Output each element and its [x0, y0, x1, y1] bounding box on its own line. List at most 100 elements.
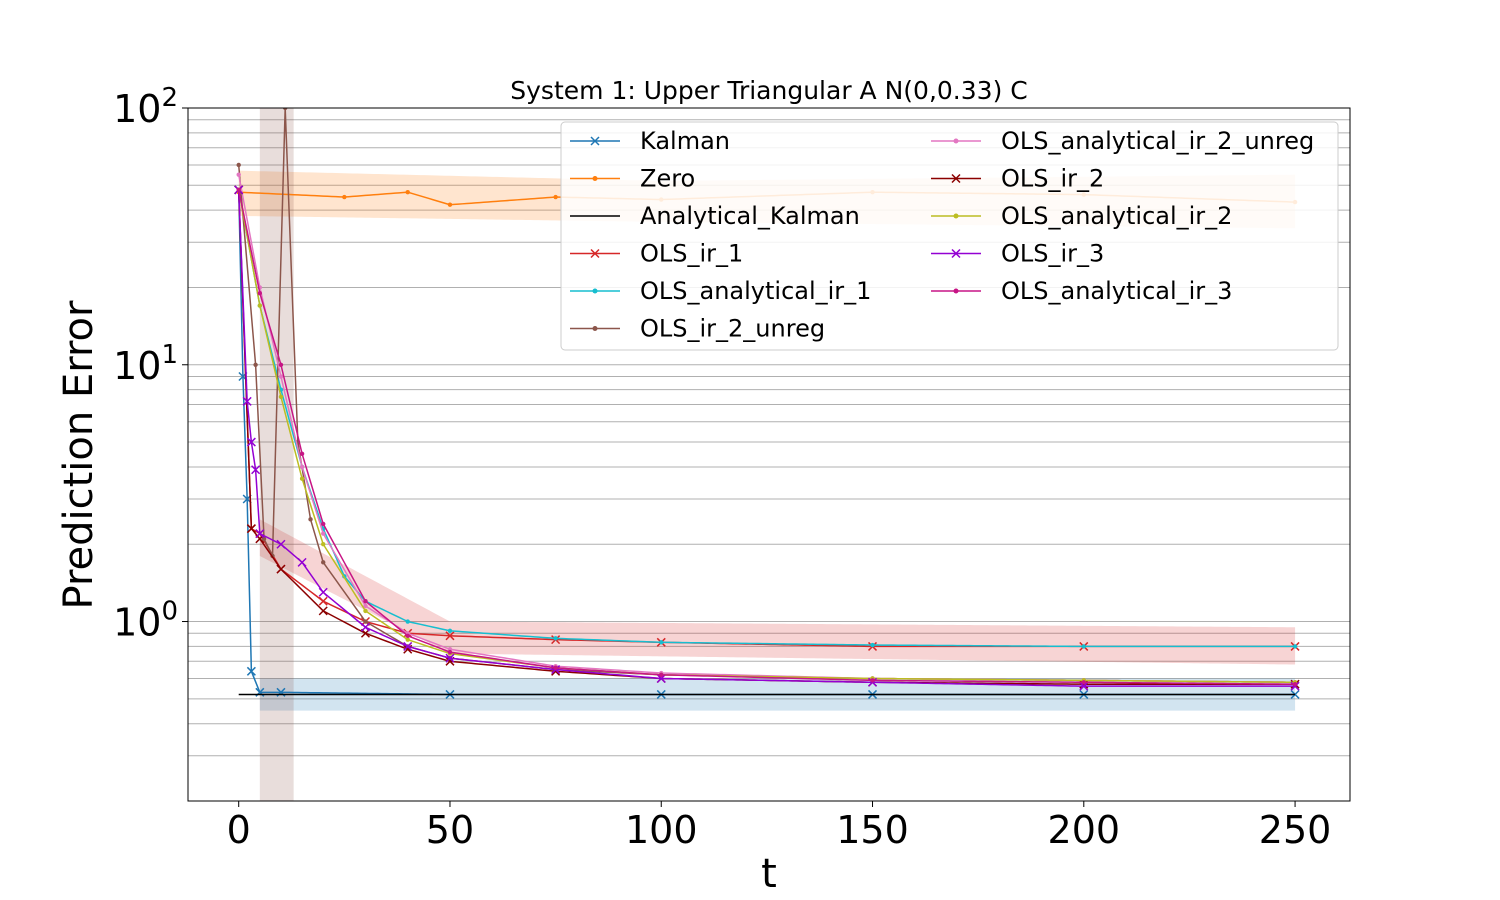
y-tick-label: 102 — [113, 83, 178, 131]
data-point — [299, 464, 305, 470]
legend-label: OLS_analytical_ir_3 — [1001, 277, 1232, 305]
legend-label: OLS_ir_2 — [1001, 165, 1104, 193]
legend-label: Zero — [640, 165, 695, 193]
y-axis-label: Prediction Error — [56, 300, 102, 609]
data-point — [282, 108, 288, 111]
y-tick-base: 10 — [113, 601, 161, 645]
data-point — [447, 649, 453, 655]
data-point — [318, 596, 328, 606]
data-point — [236, 172, 241, 177]
data-point — [553, 194, 558, 200]
legend-item: Zero — [570, 165, 695, 193]
legend-item: OLS_analytical_ir_2 — [931, 202, 1232, 230]
legend-item: OLS_ir_2 — [931, 165, 1104, 193]
data-point — [447, 202, 453, 207]
legend-label: OLS_analytical_ir_2_unreg — [1001, 127, 1314, 155]
data-point — [253, 362, 258, 367]
x-tick-label: 100 — [625, 808, 698, 852]
data-point — [308, 517, 313, 522]
data-point — [1292, 644, 1298, 649]
data-point — [278, 374, 284, 379]
y-tick-base: 10 — [113, 344, 161, 388]
y-tick-label: 100 — [113, 597, 178, 645]
data-point — [1079, 681, 1089, 691]
legend-label: Analytical_Kalman — [640, 202, 860, 230]
data-point — [405, 619, 410, 624]
legend-item: OLS_ir_2_unreg — [570, 315, 825, 343]
legend-marker — [953, 288, 959, 294]
data-point — [321, 560, 326, 565]
legend-item: OLS_ir_1 — [570, 240, 743, 268]
y-tick-base: 10 — [113, 87, 161, 131]
data-point — [236, 162, 241, 168]
data-point — [321, 542, 326, 547]
legend-marker — [592, 288, 598, 294]
series-lines — [234, 108, 1300, 699]
legend-marker — [951, 173, 961, 184]
data-point — [659, 640, 664, 645]
data-point — [1081, 644, 1086, 649]
data-point — [297, 557, 307, 567]
data-point — [363, 603, 368, 609]
data-point — [405, 189, 410, 195]
data-point — [318, 606, 328, 616]
x-tick-label: 200 — [1048, 808, 1121, 852]
series-path — [237, 189, 1296, 685]
data-point — [246, 524, 256, 534]
data-point — [246, 437, 256, 447]
series-path — [237, 189, 1296, 648]
legend-label: OLS_analytical_ir_2 — [1001, 202, 1232, 230]
data-point — [255, 529, 265, 539]
series-line — [236, 187, 1298, 687]
y-tick-exponent: 1 — [161, 340, 178, 370]
legend-label: OLS_ir_3 — [1001, 240, 1104, 268]
legend: Kalman Zero Analytical_Kalman OLS_ir_1 OLS_a… — [560, 121, 1339, 351]
data-point — [251, 465, 261, 475]
series-path — [237, 189, 1296, 687]
data-point — [276, 564, 286, 574]
data-point — [257, 303, 263, 308]
legend-marker — [951, 248, 961, 259]
data-point — [321, 531, 326, 536]
x-tick-label: 50 — [426, 808, 474, 852]
legend-marker — [592, 176, 598, 181]
data-point — [445, 631, 455, 641]
data-point — [278, 394, 284, 400]
data-point — [870, 642, 875, 648]
confidence-band — [259, 108, 294, 801]
data-point — [363, 598, 368, 604]
data-point — [299, 476, 305, 481]
data-point — [242, 396, 252, 406]
data-point — [870, 678, 875, 683]
data-point — [445, 653, 455, 663]
legend-item: OLS_analytical_ir_3 — [931, 277, 1232, 305]
legend-marker — [590, 248, 600, 259]
x-axis-label: t — [761, 851, 777, 897]
data-point — [405, 633, 410, 638]
data-point — [342, 194, 347, 200]
series-path — [237, 189, 1296, 684]
data-point — [236, 187, 241, 193]
data-point — [403, 641, 413, 651]
legend-label: OLS_analytical_ir_1 — [640, 277, 871, 305]
legend-box — [560, 121, 1339, 351]
x-tick-label: 250 — [1259, 808, 1332, 852]
legend-marker — [590, 136, 600, 146]
data-point — [1081, 680, 1086, 685]
legend-marker — [953, 138, 959, 144]
data-point — [246, 666, 256, 676]
legend-label: Kalman — [640, 127, 730, 155]
legend-item: OLS_analytical_ir_2_unreg — [931, 127, 1314, 155]
data-point — [363, 619, 368, 624]
x-tick-label: 150 — [836, 808, 909, 852]
y-tick-exponent: 2 — [161, 83, 178, 113]
data-point — [363, 608, 368, 614]
data-point — [553, 665, 558, 671]
legend-item: OLS_analytical_ir_1 — [570, 277, 871, 305]
legend-item: OLS_ir_3 — [931, 240, 1104, 268]
data-point — [1292, 682, 1298, 687]
data-point — [360, 622, 370, 632]
data-point — [276, 539, 286, 549]
